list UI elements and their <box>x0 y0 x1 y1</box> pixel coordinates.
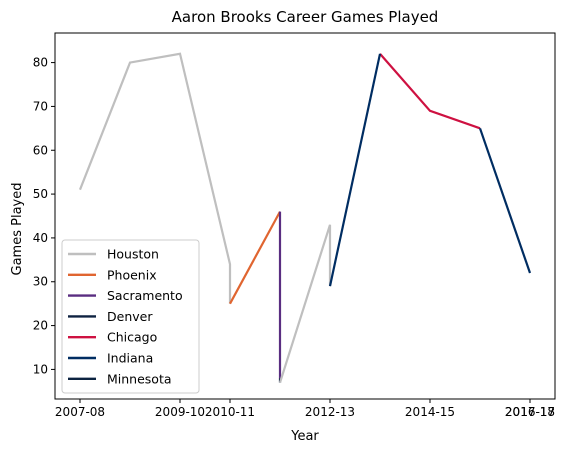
x-tick-label: 2009-10 <box>155 405 205 419</box>
series-line-chicago-5 <box>380 54 480 129</box>
series-line-indiana-7 <box>480 128 530 273</box>
y-tick-label: 70 <box>33 99 48 113</box>
y-tick-label: 40 <box>33 231 48 245</box>
y-tick-label: 10 <box>33 362 48 376</box>
legend-label-indiana: Indiana <box>107 351 153 366</box>
y-tick-label: 50 <box>33 187 48 201</box>
legend-label-sacramento: Sacramento <box>107 288 183 303</box>
y-axis-label: Games Played <box>10 183 25 276</box>
y-tick-label: 30 <box>33 275 48 289</box>
legend-label-phoenix: Phoenix <box>107 267 157 282</box>
x-axis-ticks: 2007-08 2009-10 2010-11 2012-13 2014-15 2016-… <box>55 399 555 419</box>
y-axis-ticks: 10 20 30 40 50 60 70 80 <box>33 56 55 377</box>
x-tick-label: 2014-15 <box>405 405 455 419</box>
legend-label-houston: Houston <box>107 247 159 262</box>
x-axis-label: Year <box>290 429 319 444</box>
x-tick-label: 2007-08 <box>55 405 105 419</box>
y-tick-label: 80 <box>33 56 48 70</box>
y-tick-label: 20 <box>33 319 48 333</box>
x-tick-label: 2012-13 <box>305 405 355 419</box>
x-tick-label: 2010-11 <box>205 405 255 419</box>
series-line-indiana-6 <box>330 54 380 286</box>
series-line-houston-4 <box>280 225 330 383</box>
x-tick-label: 2017-18 <box>505 405 555 419</box>
chart-title: Aaron Brooks Career Games Played <box>172 8 439 26</box>
legend: Houston Phoenix Sacramento Denver Chicago Ind… <box>62 240 199 393</box>
legend-label-minnesota: Minnesota <box>107 371 172 386</box>
series-line-phoenix-1 <box>230 212 280 304</box>
legend-label-chicago: Chicago <box>107 330 157 345</box>
y-tick-label: 60 <box>33 143 48 157</box>
legend-label-denver: Denver <box>107 309 153 324</box>
